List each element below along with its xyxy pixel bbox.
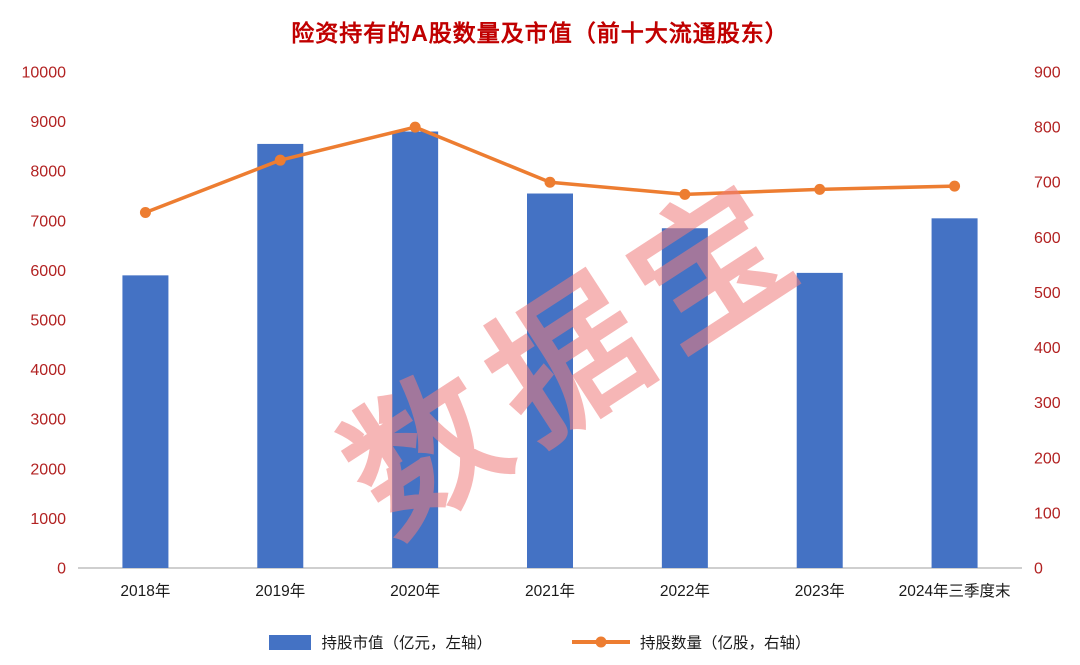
legend-label-line-series: 持股数量（亿股，右轴）	[640, 635, 811, 652]
y-axis-left-tick-label: 4000	[30, 362, 66, 379]
y-axis-right-tick-label: 900	[1034, 65, 1061, 82]
y-axis-left-tick-label: 0	[57, 561, 66, 578]
x-axis-category-label: 2018年	[120, 582, 170, 600]
y-axis-right-tick-label: 600	[1034, 230, 1061, 247]
bar	[257, 143, 304, 569]
y-axis-right-tick-label: 400	[1034, 340, 1061, 357]
y-axis-left-tick-label: 1000	[30, 511, 66, 528]
line-marker	[139, 207, 151, 219]
y-axis-right-tick-label: 300	[1034, 395, 1061, 412]
x-axis-category-label: 2022年	[660, 582, 710, 600]
y-axis-left-tick-label: 2000	[30, 461, 66, 478]
chart-title: 险资持有的A股数量及市值（前十大流通股东）	[291, 20, 789, 46]
line-marker	[409, 121, 421, 133]
y-axis-left-tick-label: 8000	[30, 164, 66, 181]
x-axis-category-label: 2020年	[390, 582, 440, 600]
y-axis-left-tick-label: 7000	[30, 213, 66, 230]
x-axis-category-label: 2019年	[255, 582, 305, 600]
line-marker	[274, 154, 286, 166]
y-axis-right-tick-label: 800	[1034, 120, 1061, 137]
x-axis-category-label: 2023年	[795, 582, 845, 600]
x-axis-category-label: 2021年	[525, 582, 575, 600]
y-axis-right-tick-label: 100	[1034, 505, 1061, 522]
bar	[527, 193, 573, 568]
y-axis-right-tick-label: 200	[1034, 450, 1061, 467]
bar	[661, 228, 708, 569]
y-axis-right-tick-label: 700	[1034, 175, 1061, 192]
y-axis-right-tick-label: 500	[1034, 285, 1061, 302]
y-axis-left-tick-label: 9000	[30, 114, 66, 131]
line-marker	[679, 188, 691, 200]
bar	[931, 218, 978, 568]
bar	[796, 272, 843, 568]
line-marker	[544, 176, 556, 188]
y-axis-left-tick-label: 5000	[30, 313, 66, 330]
bar-series-swatch-icon	[269, 634, 312, 650]
legend-item-line-series: 持股数量（亿股，右轴）	[572, 631, 811, 653]
line-series-swatch-icon	[572, 636, 630, 648]
legend-label-bar-series: 持股市值（亿元，左轴）	[321, 635, 492, 652]
bar	[392, 131, 439, 568]
y-axis-right-tick-label: 0	[1034, 561, 1043, 578]
line-marker	[949, 180, 961, 192]
line-series-marker-icon	[595, 636, 607, 648]
legend: 持股市值（亿元，左轴） 持股数量（亿股，右轴）	[0, 631, 1080, 653]
line-marker	[814, 183, 826, 195]
bar	[122, 275, 169, 568]
y-axis-left-tick-label: 3000	[30, 412, 66, 429]
legend-item-bar-series: 持股市值（亿元，左轴）	[269, 631, 492, 653]
x-axis-category-label: 2024年三季度末	[899, 582, 1011, 600]
y-axis-left-tick-label: 10000	[22, 65, 67, 82]
y-axis-left-tick-label: 6000	[30, 263, 66, 280]
